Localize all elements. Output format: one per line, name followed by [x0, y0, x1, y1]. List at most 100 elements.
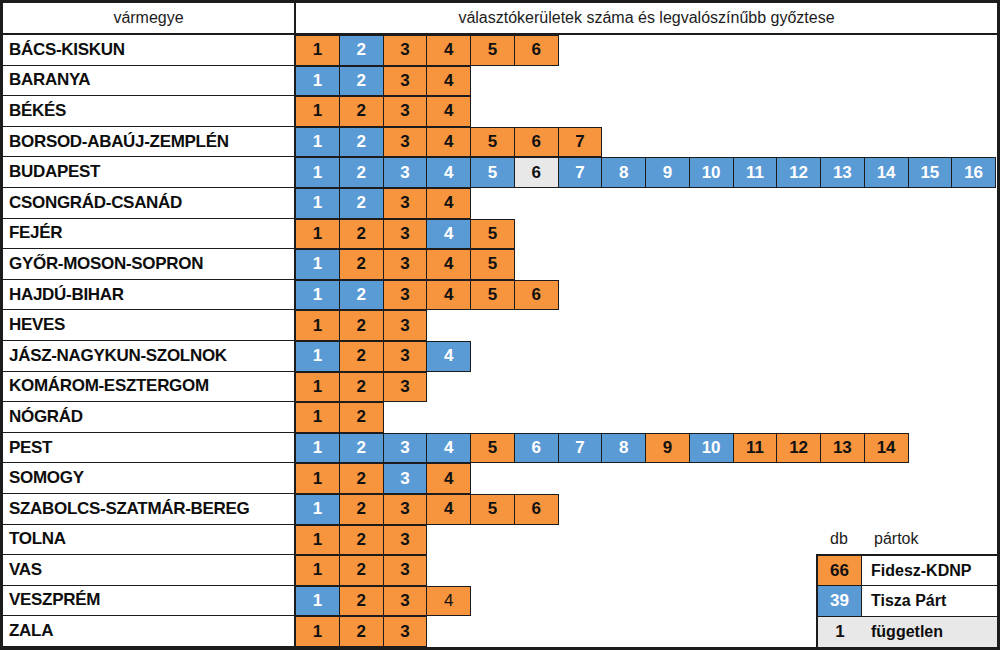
district-cells: 1234	[296, 66, 471, 97]
county-label: BARANYA	[3, 66, 296, 97]
district-cell: 14	[865, 157, 909, 188]
district-cell: 2	[340, 433, 384, 464]
legend-count: 1	[818, 617, 862, 647]
table-row: HAJDÚ-BIHAR123456	[3, 280, 997, 311]
chart-title: választókerületek száma és legvalószínűb…	[296, 3, 997, 33]
district-cell: 2	[340, 157, 384, 188]
district-cell: 3	[384, 188, 428, 219]
district-cell: 5	[471, 249, 515, 280]
district-cell: 4	[427, 157, 471, 188]
district-cell: 2	[340, 525, 384, 556]
district-cell: 1	[296, 402, 340, 433]
district-cell: 2	[340, 494, 384, 525]
district-cell: 7	[559, 157, 603, 188]
district-cell: 2	[340, 96, 384, 127]
district-cell: 4	[427, 35, 471, 66]
district-cell: 2	[340, 402, 384, 433]
district-cell: 7	[559, 127, 603, 158]
district-cell: 2	[340, 219, 384, 250]
table-row: JÁSZ-NAGYKUN-SZOLNOK1234	[3, 341, 997, 372]
district-cell: 3	[384, 494, 428, 525]
district-cell: 10	[690, 157, 734, 188]
district-cell: 6	[515, 494, 559, 525]
legend-item: 39Tisza Párt	[818, 586, 997, 616]
county-label: BORSOD-ABAÚJ-ZEMPLÉN	[3, 127, 296, 158]
district-cell: 9	[646, 157, 690, 188]
district-cell: 2	[340, 127, 384, 158]
district-cell: 1	[296, 35, 340, 66]
district-cells: 123	[296, 372, 427, 403]
district-cell: 1	[296, 310, 340, 341]
table-row: BORSOD-ABAÚJ-ZEMPLÉN1234567	[3, 127, 997, 158]
district-cell: 1	[296, 280, 340, 311]
district-cell: 16	[952, 157, 996, 188]
district-cells: 12345678910111213141516	[296, 157, 996, 188]
county-label: VAS	[3, 555, 296, 586]
table-row: GYŐR-MOSON-SOPRON12345	[3, 249, 997, 280]
county-label: FEJÉR	[3, 219, 296, 250]
district-cell: 4	[427, 463, 471, 494]
district-cell: 4	[427, 249, 471, 280]
district-cell: 1	[296, 494, 340, 525]
table-row: SZABOLCS-SZATMÁR-BEREG123456	[3, 494, 997, 525]
district-cell: 1	[296, 525, 340, 556]
district-cell: 1	[296, 66, 340, 97]
district-cell: 2	[340, 555, 384, 586]
county-label: VESZPRÉM	[3, 586, 296, 617]
district-cell: 15	[909, 157, 953, 188]
legend-count: 39	[818, 586, 862, 615]
district-cell: 1	[296, 586, 340, 617]
district-cell: 6	[515, 433, 559, 464]
district-cells: 1234	[296, 341, 471, 372]
district-cells: 1234567	[296, 127, 602, 158]
table-row: KOMÁROM-ESZTERGOM123	[3, 372, 997, 403]
legend-party-header: pártok	[862, 530, 918, 548]
district-cell: 4	[427, 280, 471, 311]
district-cell: 1	[296, 341, 340, 372]
district-cells: 123	[296, 525, 427, 556]
district-cell: 2	[340, 372, 384, 403]
district-cell: 4	[427, 341, 471, 372]
district-cell: 2	[340, 310, 384, 341]
district-cell: 8	[602, 157, 646, 188]
district-cell: 2	[340, 188, 384, 219]
district-cell: 2	[340, 463, 384, 494]
legend-count: 66	[818, 556, 862, 585]
county-label: JÁSZ-NAGYKUN-SZOLNOK	[3, 341, 296, 372]
district-cell: 4	[427, 188, 471, 219]
legend-label: Fidesz-KDNP	[862, 556, 997, 585]
district-cells: 123456	[296, 35, 559, 66]
county-label: SZABOLCS-SZATMÁR-BEREG	[3, 494, 296, 525]
legend-label: Tisza Párt	[862, 586, 997, 615]
district-cell: 2	[340, 616, 384, 647]
district-cell: 1	[296, 616, 340, 647]
district-cell: 3	[384, 341, 428, 372]
district-cell: 13	[821, 433, 865, 464]
table-row: CSONGRÁD-CSANÁD1234	[3, 188, 997, 219]
district-cells: 1234	[296, 463, 471, 494]
district-cell: 5	[471, 433, 515, 464]
district-cell: 5	[471, 494, 515, 525]
legend: db pártok 66Fidesz-KDNP39Tisza Párt1függ…	[816, 524, 997, 647]
district-cell: 2	[340, 341, 384, 372]
legend-label: független	[862, 617, 997, 647]
district-cell: 1	[296, 372, 340, 403]
county-label: HEVES	[3, 310, 296, 341]
district-cell: 12	[777, 157, 821, 188]
district-cell: 1	[296, 555, 340, 586]
district-cells: 12	[296, 402, 384, 433]
district-cell: 1	[296, 463, 340, 494]
district-cell: 11	[734, 157, 778, 188]
district-cell: 6	[515, 35, 559, 66]
district-cell: 3	[384, 249, 428, 280]
table-header-row: vármegye választókerületek száma és legv…	[3, 3, 997, 35]
district-cell: 3	[384, 219, 428, 250]
legend-box: 66Fidesz-KDNP39Tisza Párt1független	[816, 554, 997, 647]
district-cells: 123456	[296, 280, 559, 311]
district-cell: 6	[515, 280, 559, 311]
county-label: NÓGRÁD	[3, 402, 296, 433]
district-cell: 13	[821, 157, 865, 188]
county-label: TOLNA	[3, 525, 296, 556]
district-cell: 3	[384, 555, 428, 586]
district-cells: 1234	[296, 188, 471, 219]
